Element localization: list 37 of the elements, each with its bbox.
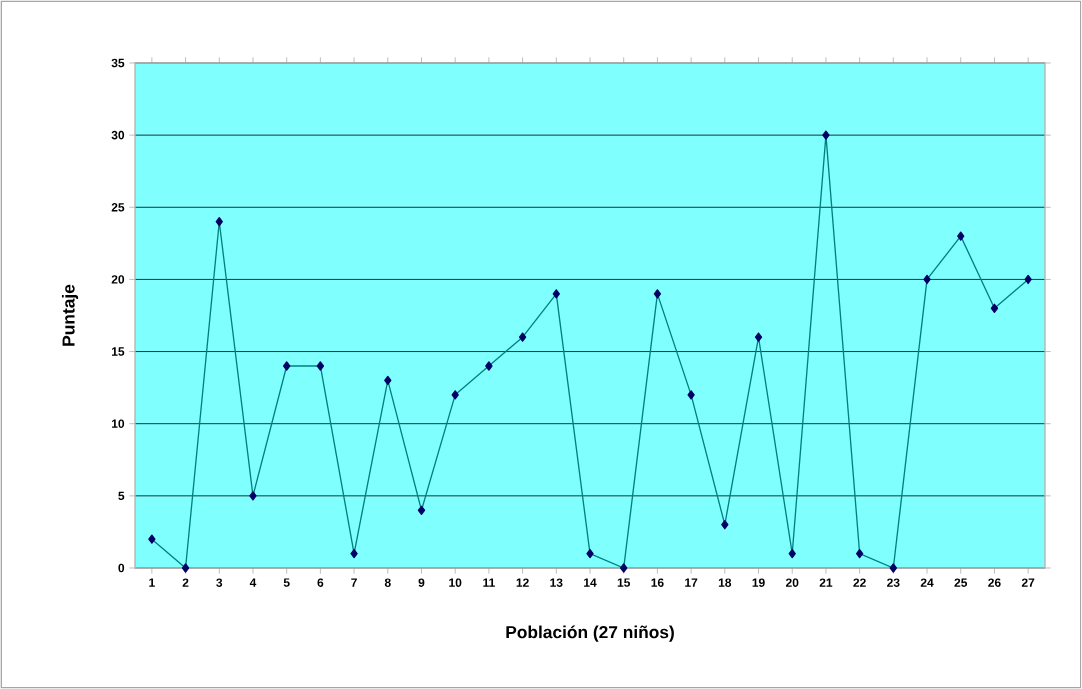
y-tick-label: 30 [111, 130, 125, 140]
x-tick-label: 18 [718, 578, 732, 587]
y-tick-label: 0 [118, 563, 125, 573]
x-tick-label: 23 [887, 578, 900, 587]
x-tick-label: 17 [685, 578, 698, 587]
y-tick-label: 10 [112, 419, 125, 428]
x-tick-label: 19 [752, 578, 765, 587]
x-tick-label: 7 [351, 578, 357, 587]
x-tick-label: 4 [249, 578, 257, 587]
x-tick-label: 11 [483, 578, 495, 587]
x-tick-label: 12 [516, 578, 529, 587]
x-tick-label: 27 [1021, 578, 1035, 587]
x-tick-label: 9 [418, 578, 425, 587]
x-tick-label: 6 [317, 578, 324, 587]
x-tick-label: 14 [584, 578, 597, 587]
y-tick-label: 15 [112, 347, 125, 356]
x-tick-label: 3 [216, 578, 223, 587]
x-tick-label: 24 [920, 578, 934, 587]
x-tick-label: 22 [853, 578, 866, 587]
x-tick-label: 20 [785, 578, 799, 587]
x-tick-label: 15 [617, 578, 631, 587]
x-tick-label: 10 [449, 578, 462, 587]
x-tick-label: 21 [819, 578, 833, 587]
y-tick-label: 25 [111, 203, 125, 212]
x-axis-title: Población (27 niños) [506, 625, 674, 642]
x-tick-label: 16 [651, 578, 664, 587]
x-tick-label: 25 [954, 578, 968, 587]
x-tick-label: 8 [384, 578, 391, 587]
x-tick-label: 1 [149, 578, 155, 587]
x-tick-label: 26 [988, 578, 1001, 587]
x-tick-label: 5 [283, 578, 290, 587]
y-tick-label: 20 [111, 275, 125, 284]
x-tick-label: 13 [550, 578, 563, 587]
y-tick-label: 35 [111, 58, 125, 68]
y-tick-label: 5 [118, 491, 125, 501]
x-tick-label: 2 [182, 578, 189, 587]
y-axis-title: Puntaje [61, 284, 79, 346]
